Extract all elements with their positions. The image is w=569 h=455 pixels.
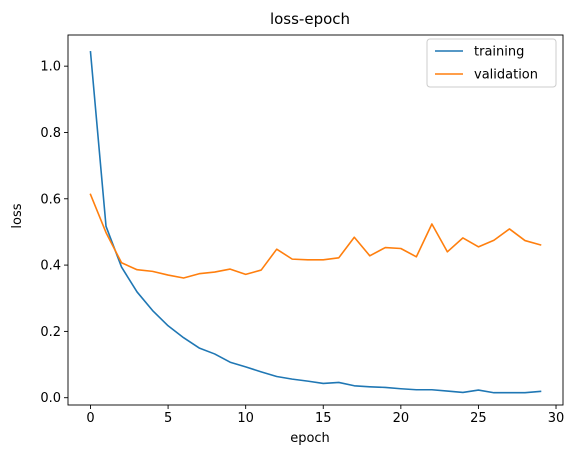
y-axis-label: loss — [10, 203, 25, 228]
chart-title: loss-epoch — [270, 10, 350, 28]
plot-area: 0 5 10 15 20 25 30 0.0 0.2 0.4 0.6 0.8 1.0 training va… — [40, 34, 565, 426]
y-tick-label: 0.4 — [40, 259, 61, 274]
x-tick-label: 30 — [548, 411, 565, 426]
axes-frame — [67, 34, 564, 406]
legend: training validation — [426, 38, 557, 88]
y-tick-label: 0.2 — [40, 325, 61, 340]
series-line-validation — [89, 193, 542, 279]
legend-label-validation: validation — [474, 68, 538, 83]
x-tick-label: 25 — [470, 411, 487, 426]
x-tick-label: 15 — [315, 411, 332, 426]
x-tick-label: 10 — [237, 411, 254, 426]
x-axis-label: epoch — [290, 431, 330, 446]
y-tick-label: 0.6 — [40, 192, 61, 207]
y-tick-label: 0.8 — [40, 126, 61, 141]
x-tick-label: 0 — [86, 411, 94, 426]
x-tick-label: 5 — [164, 411, 172, 426]
legend-label-training: training — [474, 45, 524, 60]
x-tick-label: 20 — [393, 411, 410, 426]
y-tick-label: 0.0 — [40, 391, 61, 406]
y-tick-label: 1.0 — [40, 60, 61, 75]
series-line-training — [89, 51, 542, 394]
